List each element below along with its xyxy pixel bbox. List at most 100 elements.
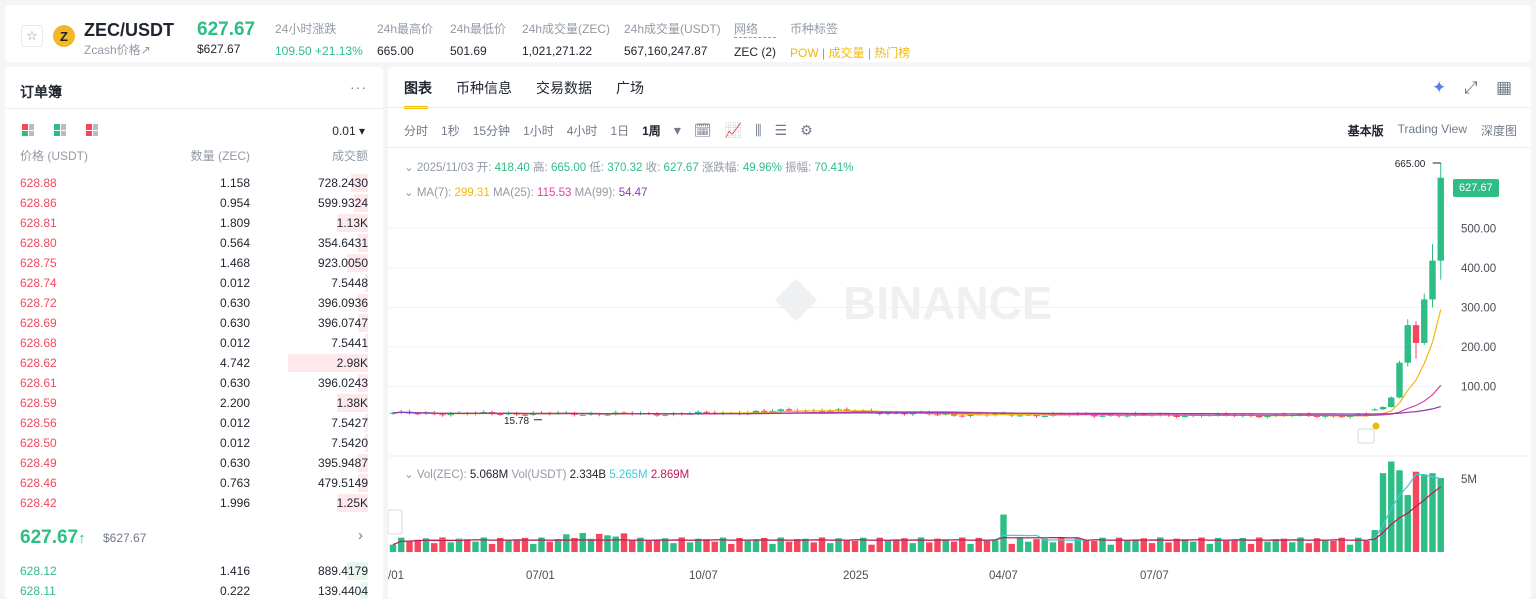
volume-ma5-line bbox=[392, 473, 1441, 546]
tab-trading-data[interactable]: 交易数据 bbox=[536, 80, 592, 96]
order-price: 628.81 bbox=[20, 216, 57, 230]
volume-bar bbox=[645, 540, 652, 552]
ask-row[interactable]: 628.59 2.200 1.38K bbox=[5, 393, 383, 413]
ask-row[interactable]: 628.88 1.158 728.2430 bbox=[5, 173, 383, 193]
ask-row[interactable]: 628.46 0.763 479.5149 bbox=[5, 473, 383, 493]
order-qty: 1.468 bbox=[219, 256, 250, 270]
settings-icon[interactable]: ⚙ bbox=[800, 122, 813, 138]
volume-bar bbox=[860, 537, 867, 552]
mode-basic[interactable]: 基本版 bbox=[1347, 124, 1384, 138]
tab-coin-info[interactable]: 币种信息 bbox=[456, 80, 512, 96]
volume-bar bbox=[1082, 539, 1090, 552]
volume-bar bbox=[521, 537, 529, 552]
tag-hot[interactable]: 热门榜 bbox=[874, 46, 911, 60]
candle-body bbox=[439, 414, 446, 416]
order-price: 628.75 bbox=[20, 256, 57, 270]
asks-view-icon[interactable] bbox=[86, 124, 98, 136]
ask-row[interactable]: 628.69 0.630 396.0747 bbox=[5, 313, 383, 333]
bid-row[interactable]: 628.12 1.416 889.4179 bbox=[5, 561, 383, 581]
interval-1h[interactable]: 1小时 bbox=[523, 124, 554, 138]
volume-bar bbox=[670, 543, 677, 552]
volume-bar bbox=[571, 537, 578, 552]
candlestick-chart[interactable]: 100.00 200.00 300.00 400.00 500.00 BINANCE 5M 6… bbox=[388, 67, 1531, 599]
ask-row[interactable]: 628.81 1.809 1.13K bbox=[5, 213, 383, 233]
ask-row[interactable]: 628.68 0.012 7.5441 bbox=[5, 333, 383, 353]
order-qty: 0.630 bbox=[219, 316, 250, 330]
volume-bar bbox=[1157, 537, 1164, 552]
pair-symbol[interactable]: ZEC/USDT bbox=[84, 20, 174, 40]
ask-row[interactable]: 628.75 1.468 923.0050 bbox=[5, 253, 383, 273]
interval-time[interactable]: 分时 bbox=[404, 124, 429, 138]
ask-row[interactable]: 628.50 0.012 7.5420 bbox=[5, 433, 383, 453]
volume-bar bbox=[926, 542, 933, 552]
low-marker-label: 15.78 bbox=[504, 416, 529, 427]
ma99-line bbox=[392, 405, 1441, 415]
volume-bar bbox=[538, 537, 545, 552]
calendar-icon[interactable]: 🗓 bbox=[693, 122, 712, 138]
interval-1w[interactable]: 1周 bbox=[642, 124, 661, 138]
mode-depth[interactable]: 深度图 bbox=[1480, 124, 1517, 138]
y-tick-label: 400.00 bbox=[1461, 263, 1496, 275]
ask-row[interactable]: 628.56 0.012 7.5427 bbox=[5, 413, 383, 433]
last-price: 627.67 bbox=[197, 19, 256, 40]
candle-body bbox=[1099, 415, 1106, 417]
volume-bar bbox=[893, 539, 900, 552]
ask-row[interactable]: 628.42 1.996 1.25K bbox=[5, 493, 383, 513]
favorite-star-icon[interactable]: ☆ bbox=[21, 25, 43, 47]
bids-view-icon[interactable] bbox=[54, 124, 66, 136]
layout-icon[interactable]: ▦ bbox=[1496, 78, 1513, 97]
volume-bar bbox=[1379, 473, 1387, 552]
expand-icon[interactable]: ⤢ bbox=[1464, 78, 1478, 97]
ask-row[interactable]: 628.86 0.954 599.9324 bbox=[5, 193, 383, 213]
candle-type-icon[interactable]: ⫼ bbox=[755, 122, 762, 138]
coin-price-link[interactable]: Zcash价格↗ bbox=[84, 43, 151, 57]
indicator-icon[interactable]: 📈 bbox=[724, 122, 743, 138]
ask-row[interactable]: 628.72 0.630 396.0936 bbox=[5, 293, 383, 313]
volume-bar bbox=[835, 538, 842, 552]
volume-bar bbox=[1247, 543, 1255, 552]
mode-tradingview[interactable]: Trading View bbox=[1397, 122, 1467, 136]
order-price: 628.72 bbox=[20, 296, 57, 310]
candle-body bbox=[1256, 415, 1263, 418]
bid-row[interactable]: 628.11 0.222 139.4404 bbox=[5, 581, 383, 599]
chevron-right-icon[interactable]: › bbox=[358, 527, 363, 544]
ask-row[interactable]: 628.61 0.630 396.0243 bbox=[5, 373, 383, 393]
volume-bar bbox=[719, 537, 727, 552]
interval-4h[interactable]: 4小时 bbox=[566, 124, 598, 138]
volume-bar bbox=[530, 543, 537, 552]
ask-row[interactable]: 628.74 0.012 7.5448 bbox=[5, 273, 383, 293]
volume-bar bbox=[455, 538, 463, 552]
order-qty: 0.630 bbox=[219, 456, 250, 470]
more-options-icon[interactable]: ··· bbox=[350, 79, 367, 95]
precision-select[interactable]: 0.01 ▾ bbox=[332, 124, 365, 138]
candle-body bbox=[447, 413, 454, 416]
order-total: 7.5427 bbox=[331, 416, 368, 430]
chevron-down-icon[interactable]: ▾ bbox=[673, 122, 681, 138]
candle-body bbox=[414, 413, 421, 415]
candle-body bbox=[620, 412, 628, 414]
order-qty: 0.012 bbox=[219, 416, 250, 430]
ask-row[interactable]: 628.49 0.630 395.9487 bbox=[5, 453, 383, 473]
ask-row[interactable]: 628.62 4.742 2.98K bbox=[5, 353, 383, 373]
volume-bar bbox=[1165, 542, 1172, 552]
depth-bar bbox=[365, 414, 368, 432]
both-sides-view-icon[interactable] bbox=[22, 124, 34, 136]
interval-1d[interactable]: 1日 bbox=[610, 124, 630, 138]
volume-bar bbox=[472, 541, 479, 552]
volume-bar bbox=[414, 539, 421, 552]
tag-volume[interactable]: 成交量 bbox=[828, 46, 865, 60]
order-price: 628.12 bbox=[20, 564, 57, 578]
volume-bar bbox=[728, 543, 735, 552]
stat-network[interactable]: 网络 ZEC (2) bbox=[734, 22, 776, 59]
ask-row[interactable]: 628.80 0.564 354.6431 bbox=[5, 233, 383, 253]
tag-pow[interactable]: POW bbox=[790, 46, 819, 60]
tab-square[interactable]: 广场 bbox=[616, 80, 644, 96]
order-price: 628.74 bbox=[20, 276, 57, 290]
order-total: 923.0050 bbox=[317, 256, 368, 270]
draw-tools-icon[interactable]: ☰ bbox=[774, 122, 788, 138]
interval-15m[interactable]: 15分钟 bbox=[472, 124, 511, 138]
candle-body bbox=[695, 411, 702, 414]
sparkle-icon[interactable]: ✦ bbox=[1432, 78, 1447, 97]
interval-1s[interactable]: 1秒 bbox=[441, 124, 460, 138]
stat-24h-low: 24h最低价 501.69 bbox=[450, 22, 507, 58]
